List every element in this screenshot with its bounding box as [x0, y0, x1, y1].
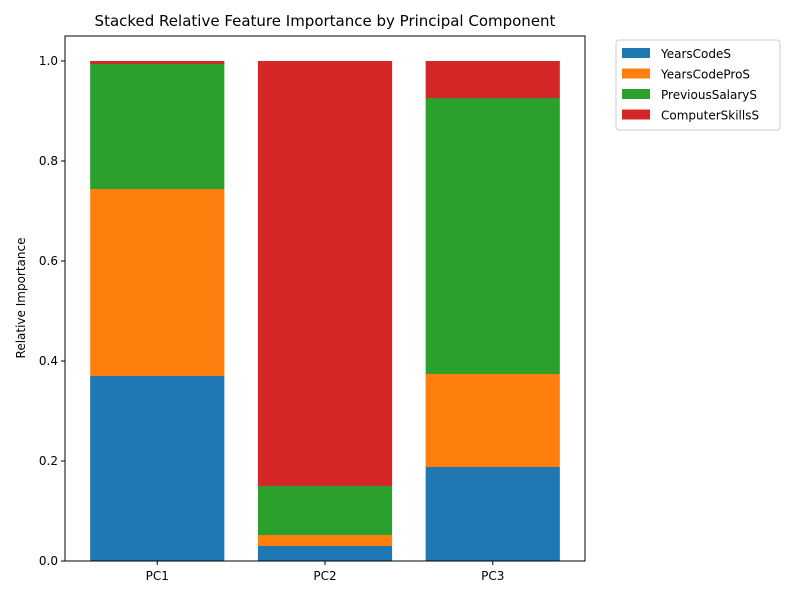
y-tick-label: 0.2 [39, 454, 58, 468]
y-tick-label: 0.0 [39, 554, 58, 568]
bar-PC2-YearsCodeProS [257, 535, 393, 546]
legend-label: ComputerSkillsS [661, 109, 759, 123]
legend-swatch [622, 48, 650, 58]
bar-PC3-PreviousSalaryS [425, 98, 560, 374]
bar-PC1-YearsCodeProS [90, 189, 225, 376]
bar-PC3-YearsCodeS [425, 467, 560, 561]
y-tick-label: 0.4 [39, 354, 58, 368]
x-tick-label: PC1 [146, 569, 169, 583]
bar-PC2-YearsCodeS [257, 546, 393, 561]
x-tick-label: PC2 [313, 569, 336, 583]
x-tick-label: PC3 [481, 569, 504, 583]
bar-PC3-ComputerSkillsS [425, 61, 560, 98]
y-axis-label: Relative Importance [14, 238, 28, 359]
legend-swatch [622, 68, 650, 79]
legend-label: PreviousSalaryS [661, 88, 757, 102]
y-tick-label: 1.0 [39, 54, 58, 68]
legend-swatch [622, 109, 650, 120]
bar-PC1-ComputerSkillsS [90, 61, 225, 64]
y-tick-label: 0.6 [39, 254, 58, 268]
y-tick-label: 0.8 [39, 154, 58, 168]
bar-PC2-ComputerSkillsS [257, 61, 393, 486]
legend-box [615, 39, 781, 131]
bar-PC3-YearsCodeProS [425, 374, 560, 467]
bar-PC1-YearsCodeS [90, 376, 225, 561]
bar-PC1-PreviousSalaryS [90, 64, 225, 189]
bar-PC2-PreviousSalaryS [257, 486, 393, 535]
legend-swatch [622, 89, 650, 99]
chart-title: Stacked Relative Feature Importance by P… [95, 12, 556, 30]
legend-label: YearsCodeProS [660, 68, 750, 82]
plot-frame [64, 35, 586, 562]
legend-label: YearsCodeS [660, 47, 731, 61]
